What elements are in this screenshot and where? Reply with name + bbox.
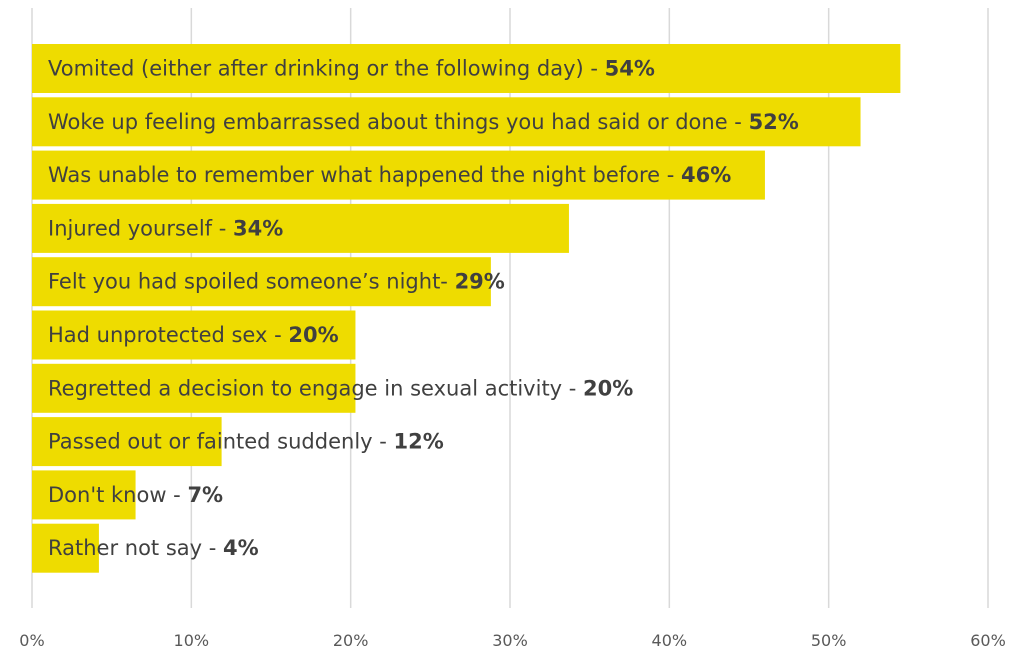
bar	[32, 150, 765, 200]
bar-value-label: 54%	[605, 57, 655, 81]
bar-label: Had unprotected sex - 20%	[48, 323, 339, 347]
bar-value-label: 7%	[187, 483, 223, 507]
bar	[32, 44, 901, 93]
x-tick-label: 40%	[652, 631, 688, 650]
bar-labels: Vomited (either after drinking or the fo…	[48, 57, 799, 561]
bar	[32, 363, 356, 413]
bar-label: Regretted a decision to engage in sexual…	[48, 376, 633, 400]
bar-value-label: 4%	[223, 536, 259, 560]
bar-value-label: 46%	[681, 163, 731, 187]
x-tick-label: 50%	[811, 631, 847, 650]
bar-category-text: Passed out or fainted suddenly -	[48, 430, 394, 454]
bar-category-text: Was unable to remember what happened the…	[48, 163, 681, 187]
x-tick-label: 0%	[19, 631, 44, 650]
bar-value-label: 12%	[394, 430, 444, 454]
x-tick-label: 10%	[174, 631, 210, 650]
bar-value-label: 52%	[749, 110, 799, 134]
bar-category-text: Vomited (either after drinking or the fo…	[48, 57, 605, 81]
bar-category-text: Injured yourself -	[48, 216, 233, 240]
bar-category-text: Woke up feeling embarrassed about things…	[48, 110, 749, 134]
bar	[32, 523, 99, 573]
bar-category-text: Regretted a decision to engage in sexual…	[48, 376, 583, 400]
x-axis-ticks: 0% 10% 20% 30% 40% 50% 60%	[19, 631, 1005, 650]
bar-label: Rather not say - 4%	[48, 536, 259, 560]
bar	[32, 257, 491, 307]
bar	[32, 470, 136, 520]
bar-label: Was unable to remember what happened the…	[48, 163, 731, 187]
bars	[32, 44, 901, 573]
bar-label: Don't know - 7%	[48, 483, 223, 507]
bar-value-label: 20%	[288, 323, 338, 347]
bar-label: Woke up feeling embarrassed about things…	[48, 110, 799, 134]
bar-value-label: 20%	[583, 376, 633, 400]
x-tick-label: 30%	[492, 631, 528, 650]
bar	[32, 417, 222, 467]
x-tick-label: 20%	[333, 631, 369, 650]
bar-category-text: Rather not say -	[48, 536, 223, 560]
x-tick-label: 60%	[970, 631, 1006, 650]
bar-label: Passed out or fainted suddenly - 12%	[48, 430, 444, 454]
bar-category-text: Had unprotected sex -	[48, 323, 288, 347]
bar-value-label: 29%	[455, 270, 505, 294]
bar-label: Felt you had spoiled someone’s night- 29…	[48, 270, 505, 294]
bar	[32, 310, 356, 360]
bar-category-text: Felt you had spoiled someone’s night-	[48, 270, 455, 294]
bar	[32, 97, 861, 147]
bar-label: Injured yourself - 34%	[48, 216, 283, 240]
bar-value-label: 34%	[233, 216, 283, 240]
bar	[32, 203, 569, 253]
bar-label: Vomited (either after drinking or the fo…	[48, 57, 655, 81]
bar-category-text: Don't know -	[48, 483, 187, 507]
